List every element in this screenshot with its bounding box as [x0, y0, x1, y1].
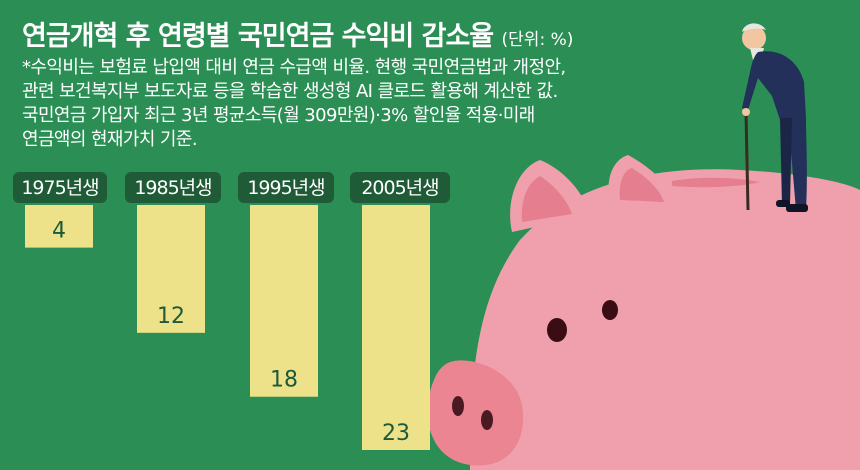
pig-eye-left: [547, 318, 567, 342]
man-suit: [742, 51, 807, 210]
pig-ear-right-inner: [619, 168, 664, 202]
footnote-line: 국민연금 가입자 최근 3년 평균소득(월 309만원)·3% 할인율 적용·미…: [22, 105, 535, 126]
bar-value-label: 18: [270, 368, 298, 393]
bar: [362, 205, 430, 450]
pig-eye-right: [602, 300, 618, 320]
footnote-line: *수익비는 보험료 납입액 대비 연금 수급액 비율. 현행 국민연금법과 개정…: [22, 57, 566, 78]
category-label-box: [238, 172, 334, 203]
man-head: [742, 26, 766, 50]
bar: [250, 205, 318, 397]
pig-nostril-right: [481, 410, 493, 430]
coin-slot: [672, 177, 760, 188]
bar-series: 4 1975년생 12 1985년생 18 1995년생 23 2005년생: [13, 172, 450, 450]
cane-icon: [744, 111, 750, 211]
footnote-line: 연금액의 현재가치 기준.: [22, 129, 198, 150]
unit-label: (단위: %): [501, 30, 574, 50]
chart-title-text: 연금개혁 후 연령별 국민연금 수익비 감소율: [22, 21, 494, 52]
bar-value-label: 12: [157, 304, 185, 329]
man-shoe: [786, 204, 808, 212]
category-label: 2005년생: [361, 177, 438, 199]
man-hair: [742, 23, 766, 32]
piggy-bank-illustration: [427, 155, 860, 470]
pig-snout: [427, 360, 524, 466]
bar: [25, 205, 93, 248]
man-shoe-2: [776, 200, 790, 207]
chart-title: 연금개혁 후 연령별 국민연금 수익비 감소율 (단위: %): [22, 14, 573, 53]
bar-value-label: 23: [382, 421, 410, 446]
man-leg-front: [780, 118, 792, 205]
bar-value-label: 4: [52, 219, 66, 244]
category-label: 1975년생: [21, 177, 98, 199]
category-label: 1985년생: [134, 177, 211, 199]
elderly-man-illustration: [742, 23, 808, 212]
pig-nostril-left: [452, 396, 464, 416]
category-label-box: [125, 172, 221, 203]
category-label-box: [13, 172, 107, 203]
category-label: 1995년생: [247, 177, 324, 199]
pig-ear-left-inner: [521, 176, 572, 222]
bar: [137, 205, 205, 333]
pig-body: [470, 169, 860, 470]
footnote: *수익비는 보험료 납입액 대비 연금 수급액 비율. 현행 국민연금법과 개정…: [22, 56, 722, 152]
footnote-line: 관련 보건복지부 보도자료 등을 학습한 생성형 AI 클로드 활용해 계산한 …: [22, 81, 558, 102]
category-label-box: [350, 172, 450, 203]
man-hand: [742, 108, 750, 116]
